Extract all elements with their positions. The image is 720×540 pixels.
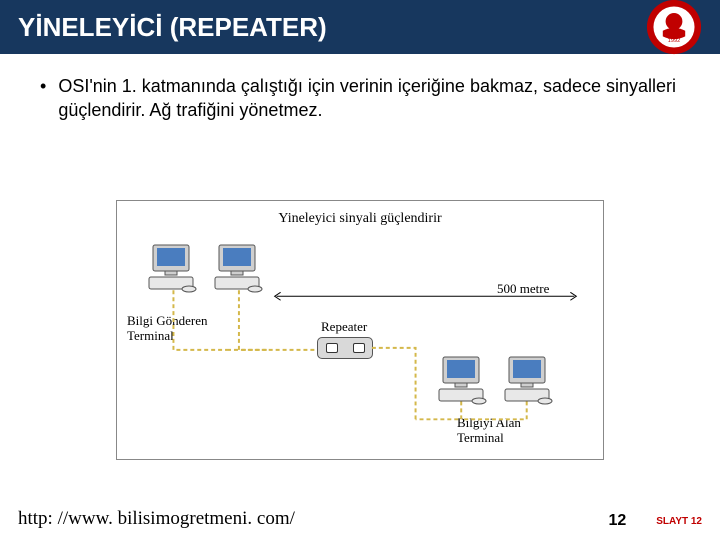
bullet-block: • OSI'nin 1. katmanında çalıştığı için v… xyxy=(0,54,720,122)
diagram-title: Yineleyici sinyali güçlendirir xyxy=(278,211,441,227)
bullet-text: OSI'nin 1. katmanında çalıştığı için ver… xyxy=(58,74,680,122)
sender-terminal-1 xyxy=(147,243,199,293)
slide-counter: SLAYT 12 xyxy=(656,516,702,527)
footer-right: 12 SLAYT 12 xyxy=(608,512,702,530)
repeater-port-right xyxy=(353,343,365,353)
receiver-terminal-1 xyxy=(437,355,489,405)
title-bar: YİNELEYİCİ (REPEATER) 1992 xyxy=(0,0,720,54)
university-logo: 1992 xyxy=(646,0,702,55)
page-title: YİNELEYİCİ (REPEATER) xyxy=(18,12,327,43)
repeater-device xyxy=(317,337,373,359)
svg-text:1992: 1992 xyxy=(668,38,680,44)
repeater-port-left xyxy=(326,343,338,353)
repeater-diagram: Yineleyici sinyali güçlendirir Bilgi Gön… xyxy=(116,200,604,460)
footer-url: http: //www. bilisimogretmeni. com/ xyxy=(18,508,295,530)
receiver-label: Bilgiyi Alan Terminal xyxy=(457,415,521,445)
page-number: 12 xyxy=(608,512,626,530)
receiver-terminal-2 xyxy=(503,355,555,405)
bullet-marker: • xyxy=(40,74,46,122)
distance-label: 500 metre xyxy=(497,281,549,297)
repeater-label: Repeater xyxy=(321,319,367,335)
sender-terminal-2 xyxy=(213,243,265,293)
sender-label: Bilgi Gönderen Terminal xyxy=(127,313,208,343)
footer: http: //www. bilisimogretmeni. com/ 12 S… xyxy=(0,508,720,530)
